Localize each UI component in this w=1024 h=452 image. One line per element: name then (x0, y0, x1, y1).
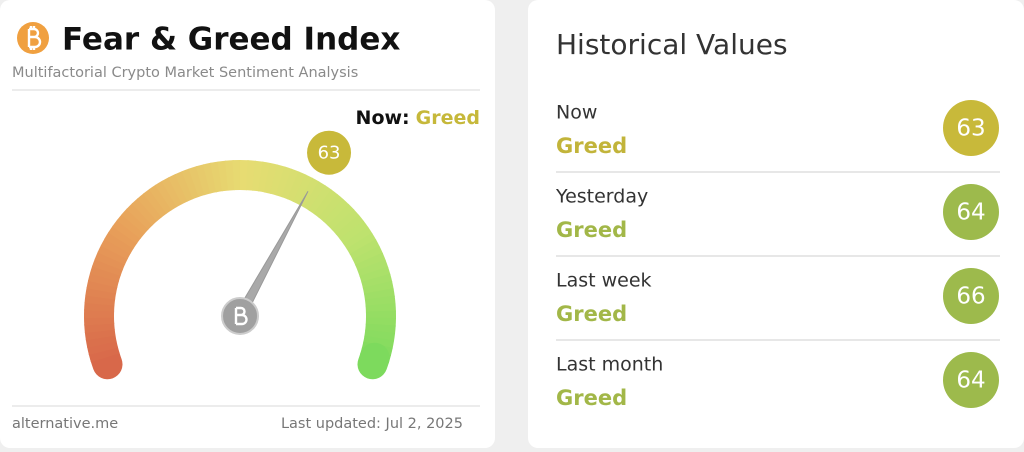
source: alternative.me (12, 416, 118, 432)
gauge-arc (103, 277, 105, 285)
gauge-arc (169, 190, 176, 194)
period-label: Yesterday (555, 186, 648, 208)
classification: Greed (556, 218, 627, 242)
gauge-arc (380, 325, 381, 333)
value-label: 63 (318, 143, 341, 164)
gauge-arc (363, 247, 367, 254)
gauge-arc (274, 179, 282, 181)
now-classification: Greed (416, 107, 480, 129)
gauge-arc (121, 234, 125, 240)
gauge-arc (374, 271, 376, 278)
classification: Greed (556, 386, 627, 410)
period-label: Last month (556, 354, 663, 376)
gauge-arc (356, 235, 360, 241)
gauge-arc (377, 284, 379, 292)
gauge-arc (102, 344, 104, 352)
gauge-arc (142, 209, 148, 214)
gauge-arc (109, 258, 112, 265)
gauge-arc (220, 176, 228, 177)
gauge-arc (158, 197, 164, 201)
gauge-arc (181, 185, 188, 188)
gauge-arc (280, 181, 287, 183)
gauge-arc (106, 264, 109, 271)
gauge-arc (351, 230, 356, 236)
gauge-arc (317, 198, 323, 202)
gauge-arc (322, 202, 328, 207)
last-updated: Last updated: Jul 2, 2025 (281, 416, 463, 432)
gauge-arc (343, 219, 348, 225)
gauge-arc (380, 298, 381, 306)
gauge-arc (311, 194, 318, 198)
gauge-arc (379, 331, 380, 339)
gauge-arc (286, 183, 293, 186)
gauge-arc (187, 183, 194, 186)
value-label: 66 (956, 284, 985, 310)
value-label: 64 (956, 368, 985, 394)
gauge-arc (347, 224, 352, 230)
gauge-arc (152, 201, 158, 206)
gauge-arc (133, 219, 138, 225)
gauge-arc (111, 252, 114, 259)
gauge-arc (124, 229, 129, 235)
gauge-arc (163, 194, 170, 198)
gauge-arc (99, 297, 100, 305)
gauge-arc (254, 176, 262, 177)
gauge-arc (369, 259, 372, 266)
now-status: Now: Greed (356, 107, 480, 129)
gauge-arc (267, 178, 275, 180)
gauge-arc (371, 265, 374, 272)
gauge-arc (359, 241, 363, 248)
gauge-arc (99, 324, 100, 332)
value-label: 64 (956, 200, 985, 226)
history-title: Historical Values (556, 28, 788, 61)
now-label: Now: (356, 107, 410, 129)
gauge-arc (101, 337, 102, 345)
gauge-arc (114, 246, 118, 253)
gauge-arc (104, 270, 106, 277)
gauge-arc (206, 177, 214, 179)
gauge-arc (260, 176, 268, 177)
gauge-arc (137, 214, 142, 220)
gauge-arc (366, 253, 369, 260)
gauge-arc (100, 290, 101, 298)
gauge-arc (376, 278, 378, 286)
gauge-arc (105, 357, 107, 364)
gauge-arc (372, 358, 374, 364)
subtitle: Multifactorial Crypto Market Sentiment A… (12, 65, 358, 81)
gauge-arc (338, 215, 343, 221)
classification: Greed (556, 302, 627, 326)
value-label: 63 (956, 116, 985, 142)
period-label: Now (556, 102, 597, 124)
gauge-arc (293, 185, 300, 188)
gauge-arc (299, 188, 306, 191)
gauge-arc (100, 330, 101, 338)
gauge-arc (213, 176, 221, 177)
gauge-arc (194, 181, 201, 183)
gauge-arc (117, 240, 121, 247)
gauge-arc (147, 205, 153, 210)
gauge-arc (103, 350, 105, 357)
gauge-arc (247, 175, 255, 176)
gauge-arc (379, 291, 380, 299)
gauge-arc (333, 210, 339, 215)
gauge-arc (328, 206, 334, 211)
period-label: Last week (556, 270, 652, 292)
classification: Greed (556, 134, 627, 158)
title: Fear & Greed Index (62, 22, 400, 58)
gauge-arc (101, 283, 103, 291)
gauge-arc (175, 188, 182, 191)
gauge-arc (200, 179, 208, 181)
gauge-arc (129, 224, 134, 230)
gauge-arc (226, 175, 234, 176)
